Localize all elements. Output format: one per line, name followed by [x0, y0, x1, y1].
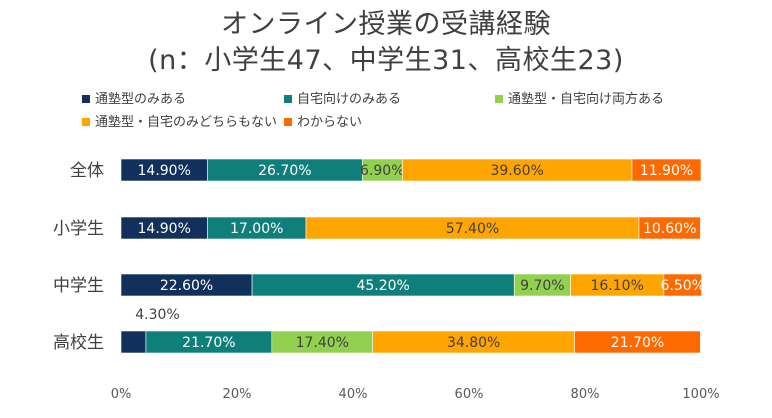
bar-3-4 — [574, 330, 701, 354]
legend-swatch-0 — [82, 94, 90, 103]
legend-label-4: わからない — [297, 115, 363, 130]
x-tick-label-2: 40% — [339, 387, 368, 402]
legend-item-3: 通塾型・自宅のみどちらもない — [82, 111, 277, 130]
legend-label-2: 通塾型・自宅向け両方ある — [508, 92, 665, 107]
data-label-3-4: 21.70% — [611, 335, 664, 351]
x-tick-label-1: 20% — [223, 387, 252, 402]
x-tick-label-4: 80% — [571, 387, 600, 402]
data-label-2-4: 6.50% — [660, 278, 704, 294]
bar-1-4 — [638, 216, 701, 240]
data-label-2-1: 45.20% — [356, 278, 409, 294]
legend-item-4: わからない — [284, 111, 362, 130]
data-label-1-4: 10.60% — [643, 221, 696, 237]
data-label-0-2: 6.90% — [360, 163, 404, 179]
data-label-1-3: 57.40% — [446, 221, 499, 237]
category-label-3: 高校生 — [53, 333, 104, 353]
data-label-0-0: 14.90% — [138, 163, 191, 179]
bar-2-4 — [663, 273, 702, 297]
category-label-2: 中学生 — [53, 276, 104, 296]
data-label-3-3: 34.80% — [447, 335, 500, 351]
data-label-3-1: 21.70% — [182, 335, 235, 351]
data-label-2-3: 16.10% — [590, 278, 643, 294]
x-tick-label-0: 0% — [111, 387, 132, 402]
data-label-0-1: 26.70% — [258, 163, 311, 179]
legend-item-0: 通塾型のみある — [82, 88, 186, 107]
legend-label-3: 通塾型・自宅のみどちらもない — [95, 115, 278, 130]
legend-swatch-2 — [495, 94, 503, 103]
data-label-1-0: 14.90% — [138, 221, 191, 237]
data-label-0-3: 39.60% — [490, 163, 543, 179]
chart-title: オンライン授業の受講経験 — [221, 9, 551, 40]
data-label-3-2: 17.40% — [296, 335, 349, 351]
data-label-3-0: 4.30% — [135, 307, 179, 323]
category-label-1: 小学生 — [53, 219, 104, 239]
data-label-1-1: 17.00% — [230, 221, 283, 237]
legend-swatch-4 — [284, 117, 292, 126]
bar-0-4 — [631, 158, 702, 182]
chart-subtitle: (n：小学生47、中学生31、高校生23) — [148, 45, 624, 76]
x-tick-label-5: 100% — [682, 387, 719, 402]
data-label-0-4: 11.90% — [640, 163, 693, 179]
category-label-0: 全体 — [70, 161, 104, 181]
legend-swatch-3 — [82, 117, 90, 126]
legend-item-1: 自宅向けのみある — [284, 88, 401, 107]
legend-label-0: 通塾型のみある — [95, 92, 187, 107]
legend-label-1: 自宅向けのみある — [297, 92, 402, 107]
legend-item-2: 通塾型・自宅向け両方ある — [495, 88, 664, 107]
bar-3-0 — [120, 330, 147, 354]
legend-swatch-1 — [284, 94, 292, 103]
data-label-2-0: 22.60% — [160, 278, 213, 294]
data-label-2-2: 9.70% — [520, 278, 564, 294]
x-tick-label-3: 60% — [455, 387, 484, 402]
